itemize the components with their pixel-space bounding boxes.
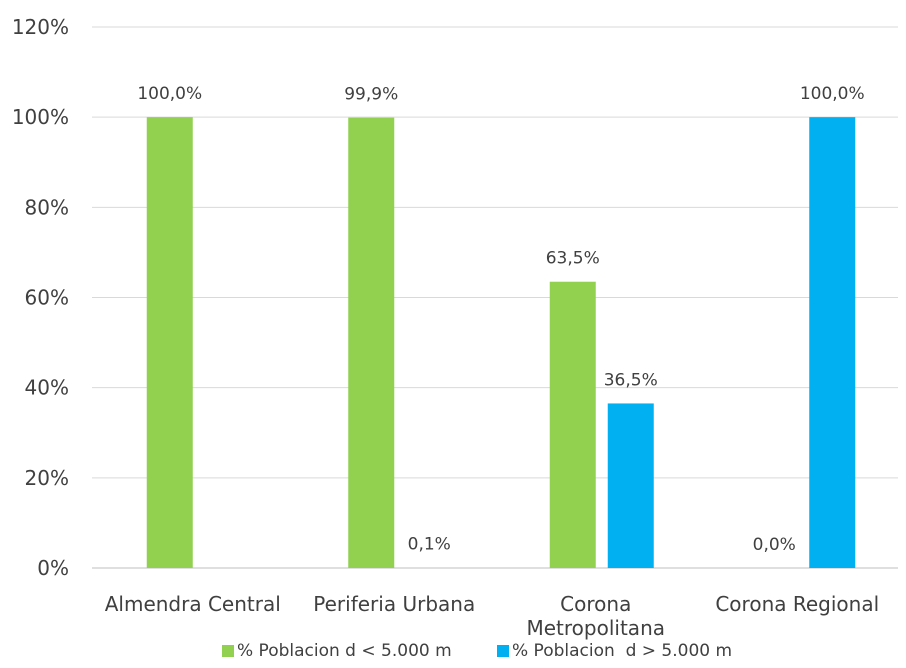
legend-swatch (497, 645, 509, 657)
data-label: 99,9% (344, 85, 398, 105)
bar (607, 403, 654, 568)
data-label: 0,0% (753, 535, 796, 555)
y-tick-label: 100% (12, 105, 69, 129)
bars (146, 117, 856, 569)
data-label: 100,0% (800, 84, 865, 104)
data-label: 100,0% (137, 84, 202, 104)
data-label: 63,5% (546, 249, 600, 269)
data-label: 36,5% (604, 370, 658, 390)
x-tick-label: Periferia Urbana (313, 592, 475, 616)
legend-label: % Poblacion d > 5.000 m (512, 641, 732, 661)
legend-label: % Poblacion d < 5.000 m (237, 641, 452, 661)
x-axis: Almendra Central Periferia Urbana Corona Me… (105, 592, 879, 640)
y-axis: 0% 20% 40% 60% 80% 100% 120% (12, 15, 69, 580)
y-tick-label: 40% (25, 376, 69, 400)
y-tick-label: 0% (37, 556, 69, 580)
bar (348, 117, 395, 569)
bar (146, 117, 193, 569)
y-tick-label: 20% (25, 466, 69, 490)
y-tick-label: 80% (25, 195, 69, 219)
gridlines (92, 26, 898, 569)
x-tick-label: Corona Metropolitana (527, 592, 666, 640)
legend: % Poblacion d < 5.000 m % Poblacion d > 5… (222, 641, 732, 661)
x-tick-label: Corona Regional (715, 592, 879, 616)
bar (549, 281, 596, 568)
data-labels: 100,0% 99,9% 0,1% 63,5% 36,5% 0,0% 100,0% (137, 84, 864, 555)
bar (809, 117, 856, 569)
legend-swatch (222, 645, 234, 657)
x-tick-label: Almendra Central (105, 592, 281, 616)
y-tick-label: 60% (25, 286, 69, 310)
y-tick-label: 120% (12, 15, 69, 39)
data-label: 0,1% (408, 535, 451, 555)
